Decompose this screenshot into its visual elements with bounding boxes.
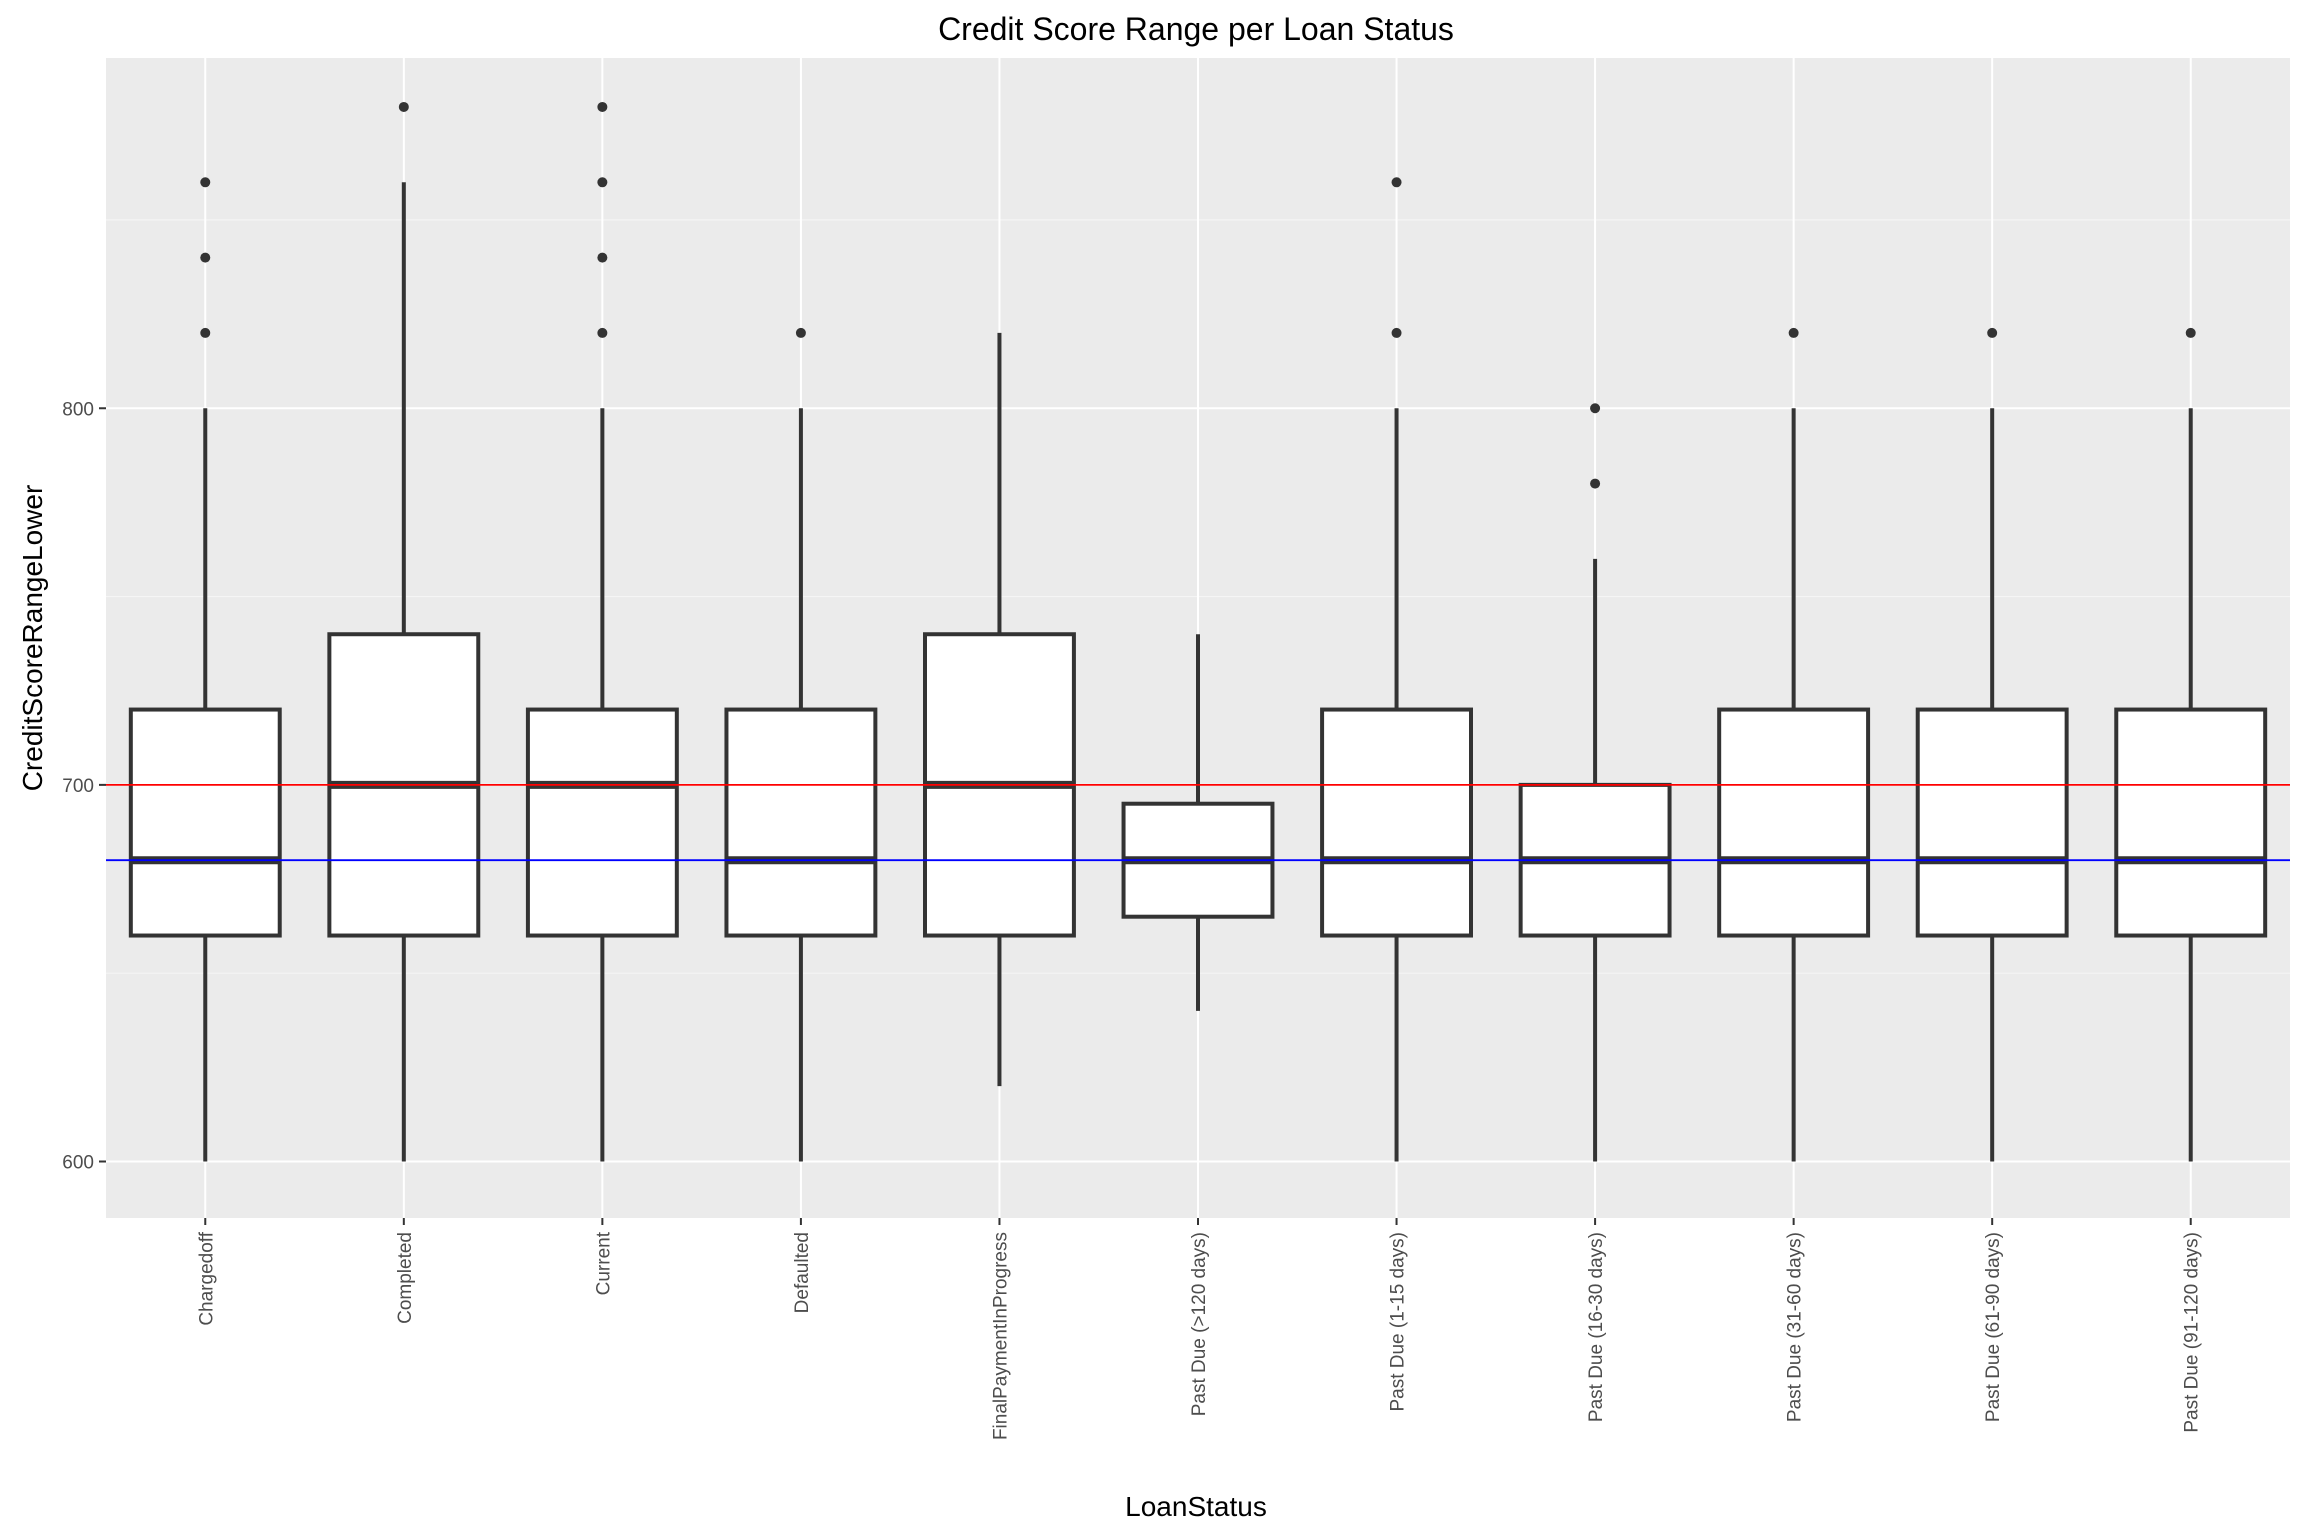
outlier-point (1391, 327, 1402, 338)
y-tick-label: 700 (62, 776, 94, 797)
x-tick-label: Chargedoff (196, 1231, 217, 1325)
y-tick-label: 600 (62, 1153, 94, 1174)
x-tick-label: Past Due (61-90 days) (1983, 1232, 2004, 1422)
box-group (128, 177, 282, 1162)
outlier-point (597, 177, 608, 188)
box-iqr (525, 707, 679, 938)
x-tick-label: Past Due (31-60 days) (1785, 1232, 1806, 1422)
x-tick-label: Past Due (16-30 days) (1586, 1232, 1607, 1422)
box-group (1320, 177, 1474, 1162)
outlier-point (200, 177, 211, 188)
box-group (724, 327, 878, 1162)
outlier-point (795, 327, 806, 338)
outlier-point (1391, 177, 1402, 188)
x-tick-label: Defaulted (792, 1232, 813, 1313)
box-iqr (1915, 707, 2069, 938)
boxes-layer (128, 101, 2268, 1162)
outlier-point (398, 101, 409, 112)
box-iqr (1320, 707, 1474, 938)
outlier-point (1590, 478, 1601, 489)
box-group (1717, 327, 1871, 1162)
box-iqr (2114, 707, 2268, 938)
box-group (1915, 327, 2069, 1162)
outlier-point (597, 327, 608, 338)
outlier-point (200, 327, 211, 338)
outlier-point (200, 252, 211, 263)
chart-title: Credit Score Range per Loan Status (938, 11, 1454, 47)
box-iqr (724, 707, 878, 938)
box-iqr (1717, 707, 1871, 938)
x-axis: Chargedoff Completed Current Defaulted Final… (196, 1218, 2203, 1440)
y-axis: 600 700 800 (62, 399, 106, 1174)
outlier-point (597, 101, 608, 112)
x-axis-title: LoanStatus (1125, 1491, 1267, 1522)
x-tick-label: Past Due (>120 days) (1189, 1232, 1210, 1416)
x-tick-label: FinalPaymentInProgress (990, 1232, 1011, 1440)
x-tick-label: Past Due (91-120 days) (2182, 1232, 2203, 1433)
outlier-point (2185, 327, 2196, 338)
reference-lines (106, 783, 2290, 862)
outlier-point (1590, 403, 1601, 414)
x-tick-label: Past Due (1-15 days) (1388, 1232, 1409, 1412)
box-iqr (128, 707, 282, 938)
box-group (2114, 327, 2268, 1162)
box-group (525, 101, 679, 1162)
y-tick-label: 800 (62, 399, 94, 420)
x-tick-label: Completed (395, 1232, 416, 1324)
y-axis-title: CreditScoreRangeLower (17, 485, 48, 792)
outlier-point (597, 252, 608, 263)
outlier-point (1987, 327, 1998, 338)
x-tick-label: Current (593, 1231, 614, 1295)
outlier-point (1788, 327, 1799, 338)
